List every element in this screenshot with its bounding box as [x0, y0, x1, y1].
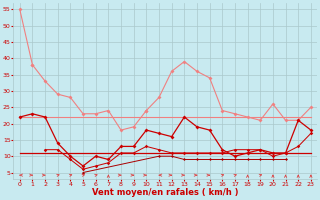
X-axis label: Vent moyen/en rafales ( km/h ): Vent moyen/en rafales ( km/h ): [92, 188, 239, 197]
